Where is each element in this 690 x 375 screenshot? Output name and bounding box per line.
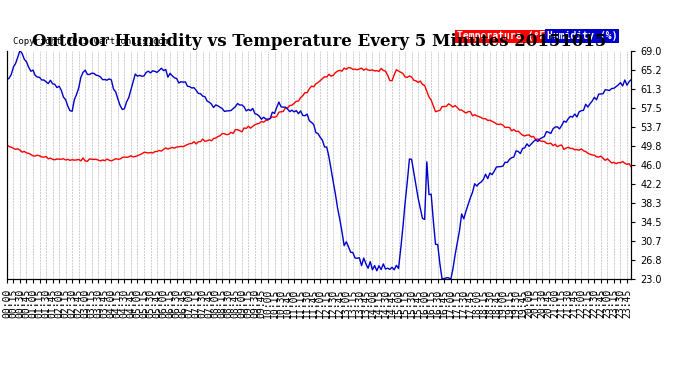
Text: Humidity (%): Humidity (%) bbox=[547, 32, 618, 42]
Text: Temperature (°F): Temperature (°F) bbox=[457, 32, 551, 42]
Text: Copyright 2015 Cartronics.com: Copyright 2015 Cartronics.com bbox=[13, 37, 169, 46]
Title: Outdoor Humidity vs Temperature Every 5 Minutes 20151015: Outdoor Humidity vs Temperature Every 5 … bbox=[32, 33, 607, 51]
